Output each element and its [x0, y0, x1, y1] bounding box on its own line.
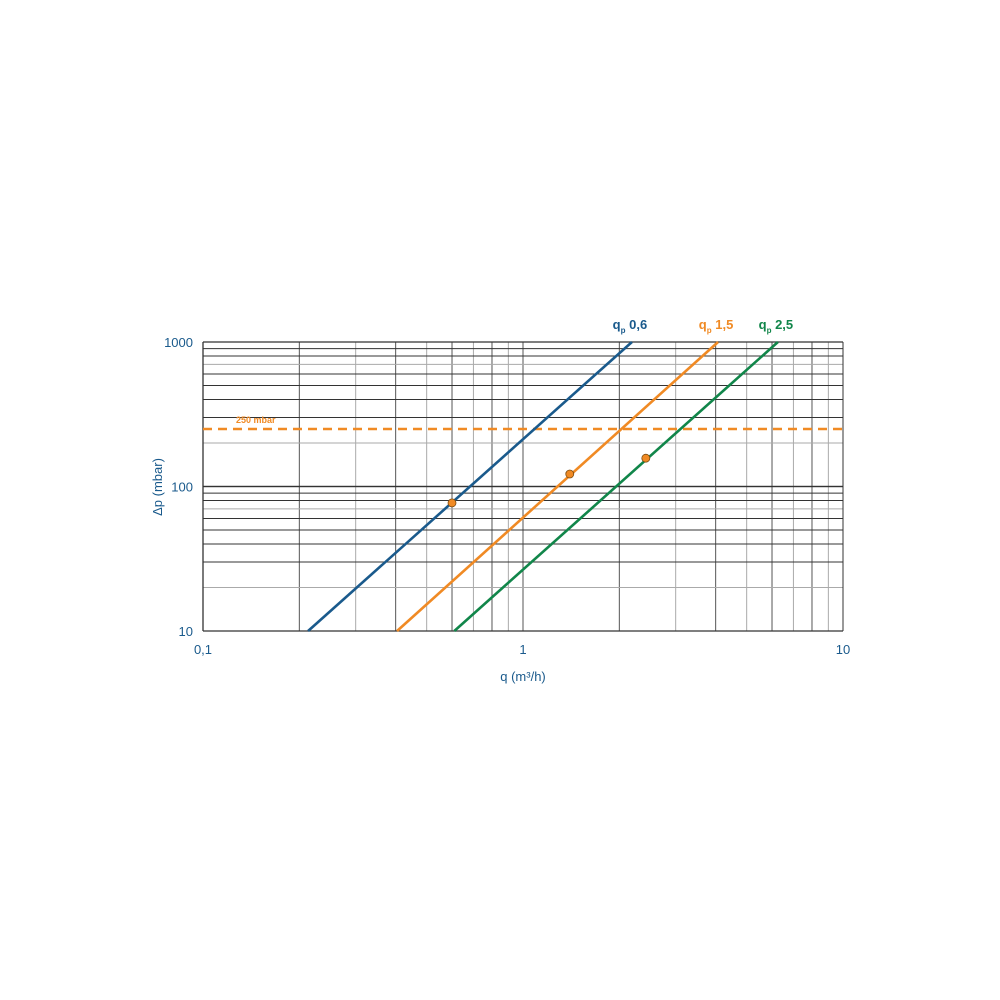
grid [202, 341, 844, 632]
y-tick-label: 10 [179, 624, 193, 639]
series-label-2: qp 2,5 [759, 317, 794, 335]
x-axis-label: q (m³/h) [500, 669, 546, 684]
series-line-0 [307, 341, 633, 632]
series-group: qp 0,6 qp 1,5 qp 2,5 [307, 317, 794, 632]
series-line-1 [396, 341, 719, 632]
reference-line-label: 250 mbar [236, 415, 276, 425]
x-tick-label: 10 [836, 642, 850, 657]
y-axis-label: Δp (mbar) [150, 458, 165, 516]
series-marker-2 [641, 453, 651, 463]
reference-line-group: 250 mbar [203, 415, 846, 431]
series-label-0: qp 0,6 [613, 317, 648, 335]
series-label-1: qp 1,5 [699, 317, 734, 335]
series-line-2 [453, 341, 779, 632]
x-tick-label: 1 [519, 642, 526, 657]
tick-labels: 0,1 1 10 10 100 1000 [164, 335, 850, 657]
series-marker-1 [565, 469, 575, 479]
x-tick-label: 0,1 [194, 642, 212, 657]
y-tick-label: 100 [171, 480, 193, 495]
series-marker-0 [447, 498, 457, 508]
y-tick-label: 1000 [164, 335, 193, 350]
